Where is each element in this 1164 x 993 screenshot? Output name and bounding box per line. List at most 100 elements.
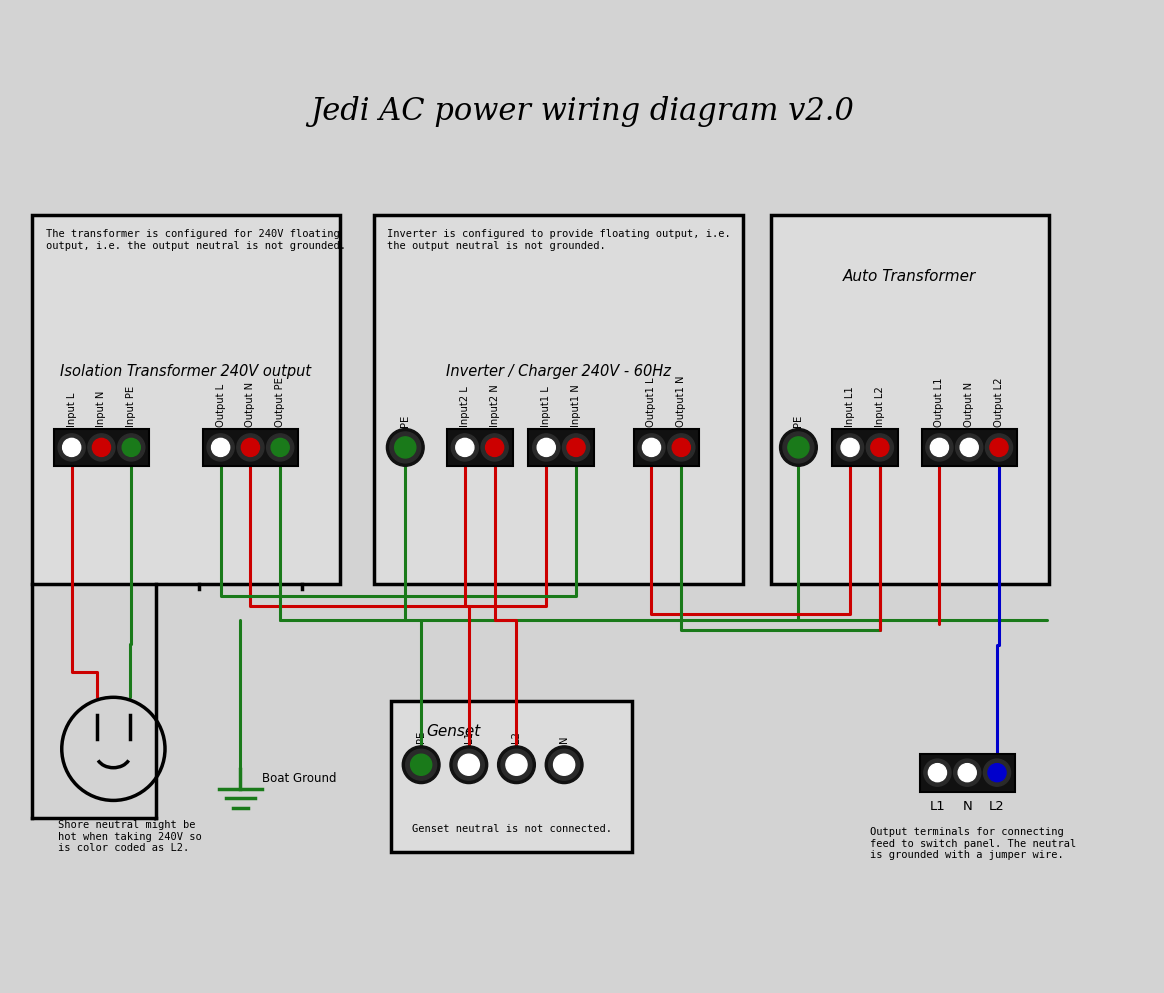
Circle shape bbox=[638, 434, 665, 461]
Circle shape bbox=[666, 432, 697, 464]
Text: L1: L1 bbox=[463, 731, 474, 743]
Circle shape bbox=[866, 434, 894, 461]
Circle shape bbox=[835, 432, 866, 464]
Text: Output L: Output L bbox=[215, 383, 226, 427]
Text: Jedi AC power wiring diagram v2.0: Jedi AC power wiring diagram v2.0 bbox=[310, 95, 854, 127]
Circle shape bbox=[406, 750, 436, 780]
Text: Output N: Output N bbox=[246, 381, 255, 427]
Text: Input2 L: Input2 L bbox=[460, 386, 470, 427]
Circle shape bbox=[58, 434, 85, 461]
Circle shape bbox=[271, 438, 289, 457]
Circle shape bbox=[960, 438, 978, 457]
Circle shape bbox=[953, 432, 985, 464]
Circle shape bbox=[864, 432, 895, 464]
Circle shape bbox=[459, 754, 480, 776]
Text: N: N bbox=[963, 800, 972, 813]
Text: Output L2: Output L2 bbox=[994, 377, 1005, 427]
Text: Input L1: Input L1 bbox=[845, 386, 856, 427]
Bar bbox=[391, 701, 632, 852]
Bar bbox=[54, 429, 149, 467]
Circle shape bbox=[411, 754, 432, 776]
Circle shape bbox=[390, 432, 420, 463]
Circle shape bbox=[923, 432, 956, 464]
Circle shape bbox=[924, 759, 951, 786]
Text: L1: L1 bbox=[930, 800, 945, 813]
Circle shape bbox=[453, 750, 484, 780]
Circle shape bbox=[264, 432, 296, 464]
Circle shape bbox=[86, 432, 118, 464]
Circle shape bbox=[788, 437, 809, 458]
Circle shape bbox=[837, 434, 864, 461]
Text: Boat Ground: Boat Ground bbox=[262, 773, 336, 785]
Circle shape bbox=[533, 434, 560, 461]
Text: Input1 L: Input1 L bbox=[541, 386, 552, 427]
Bar bbox=[633, 429, 700, 467]
Circle shape bbox=[958, 764, 977, 781]
Circle shape bbox=[241, 438, 260, 457]
Circle shape bbox=[986, 434, 1013, 461]
Circle shape bbox=[871, 438, 889, 457]
Bar bbox=[920, 754, 1015, 791]
Circle shape bbox=[560, 432, 591, 464]
Circle shape bbox=[449, 432, 481, 464]
Circle shape bbox=[643, 438, 660, 457]
Bar bbox=[832, 429, 897, 467]
Circle shape bbox=[988, 764, 1006, 781]
Circle shape bbox=[554, 754, 575, 776]
Circle shape bbox=[538, 438, 555, 457]
Circle shape bbox=[567, 438, 585, 457]
Circle shape bbox=[562, 434, 590, 461]
Circle shape bbox=[545, 746, 583, 783]
Text: Output1 L: Output1 L bbox=[646, 377, 656, 427]
Circle shape bbox=[452, 434, 478, 461]
Text: Genset neutral is not connected.: Genset neutral is not connected. bbox=[412, 824, 611, 834]
Circle shape bbox=[92, 438, 111, 457]
Circle shape bbox=[212, 438, 229, 457]
Text: Output PE: Output PE bbox=[275, 376, 285, 427]
Bar bbox=[528, 429, 594, 467]
Text: L2: L2 bbox=[511, 731, 521, 743]
Circle shape bbox=[234, 432, 267, 464]
Text: Inverter / Charger 240V - 60Hz: Inverter / Charger 240V - 60Hz bbox=[446, 363, 670, 378]
Circle shape bbox=[783, 432, 814, 463]
Circle shape bbox=[925, 434, 953, 461]
Circle shape bbox=[386, 429, 424, 467]
Circle shape bbox=[501, 750, 532, 780]
Bar bbox=[374, 215, 743, 584]
Text: Input L: Input L bbox=[66, 392, 77, 427]
Circle shape bbox=[506, 754, 527, 776]
Text: Output terminals for connecting
feed to switch panel. The neutral
is grounded wi: Output terminals for connecting feed to … bbox=[870, 827, 1077, 860]
Text: Output N: Output N bbox=[964, 381, 974, 427]
Circle shape bbox=[88, 434, 115, 461]
Text: Input L2: Input L2 bbox=[875, 386, 885, 427]
Circle shape bbox=[984, 759, 1010, 786]
Circle shape bbox=[548, 750, 580, 780]
Text: PE: PE bbox=[794, 414, 803, 427]
Text: Input PE: Input PE bbox=[126, 385, 136, 427]
Text: Genset: Genset bbox=[426, 724, 481, 739]
Bar bbox=[922, 429, 1017, 467]
Text: Input1 N: Input1 N bbox=[572, 384, 581, 427]
Text: Input N: Input N bbox=[97, 390, 106, 427]
Circle shape bbox=[668, 434, 695, 461]
Circle shape bbox=[930, 438, 949, 457]
Circle shape bbox=[395, 437, 416, 458]
Circle shape bbox=[953, 759, 981, 786]
Text: PE: PE bbox=[400, 414, 410, 427]
Text: Output L1: Output L1 bbox=[935, 377, 944, 427]
Circle shape bbox=[56, 432, 87, 464]
Circle shape bbox=[118, 434, 144, 461]
Bar bbox=[31, 215, 340, 584]
Text: Shore neutral might be
hot when taking 240V so
is color coded as L2.: Shore neutral might be hot when taking 2… bbox=[58, 820, 201, 853]
Circle shape bbox=[485, 438, 504, 457]
Circle shape bbox=[984, 432, 1015, 464]
Circle shape bbox=[236, 434, 264, 461]
Circle shape bbox=[780, 429, 817, 467]
Text: PE: PE bbox=[417, 731, 426, 743]
Circle shape bbox=[951, 757, 984, 788]
Bar bbox=[771, 215, 1049, 584]
Circle shape bbox=[842, 438, 859, 457]
Circle shape bbox=[122, 438, 141, 457]
Circle shape bbox=[205, 432, 236, 464]
Circle shape bbox=[531, 432, 562, 464]
